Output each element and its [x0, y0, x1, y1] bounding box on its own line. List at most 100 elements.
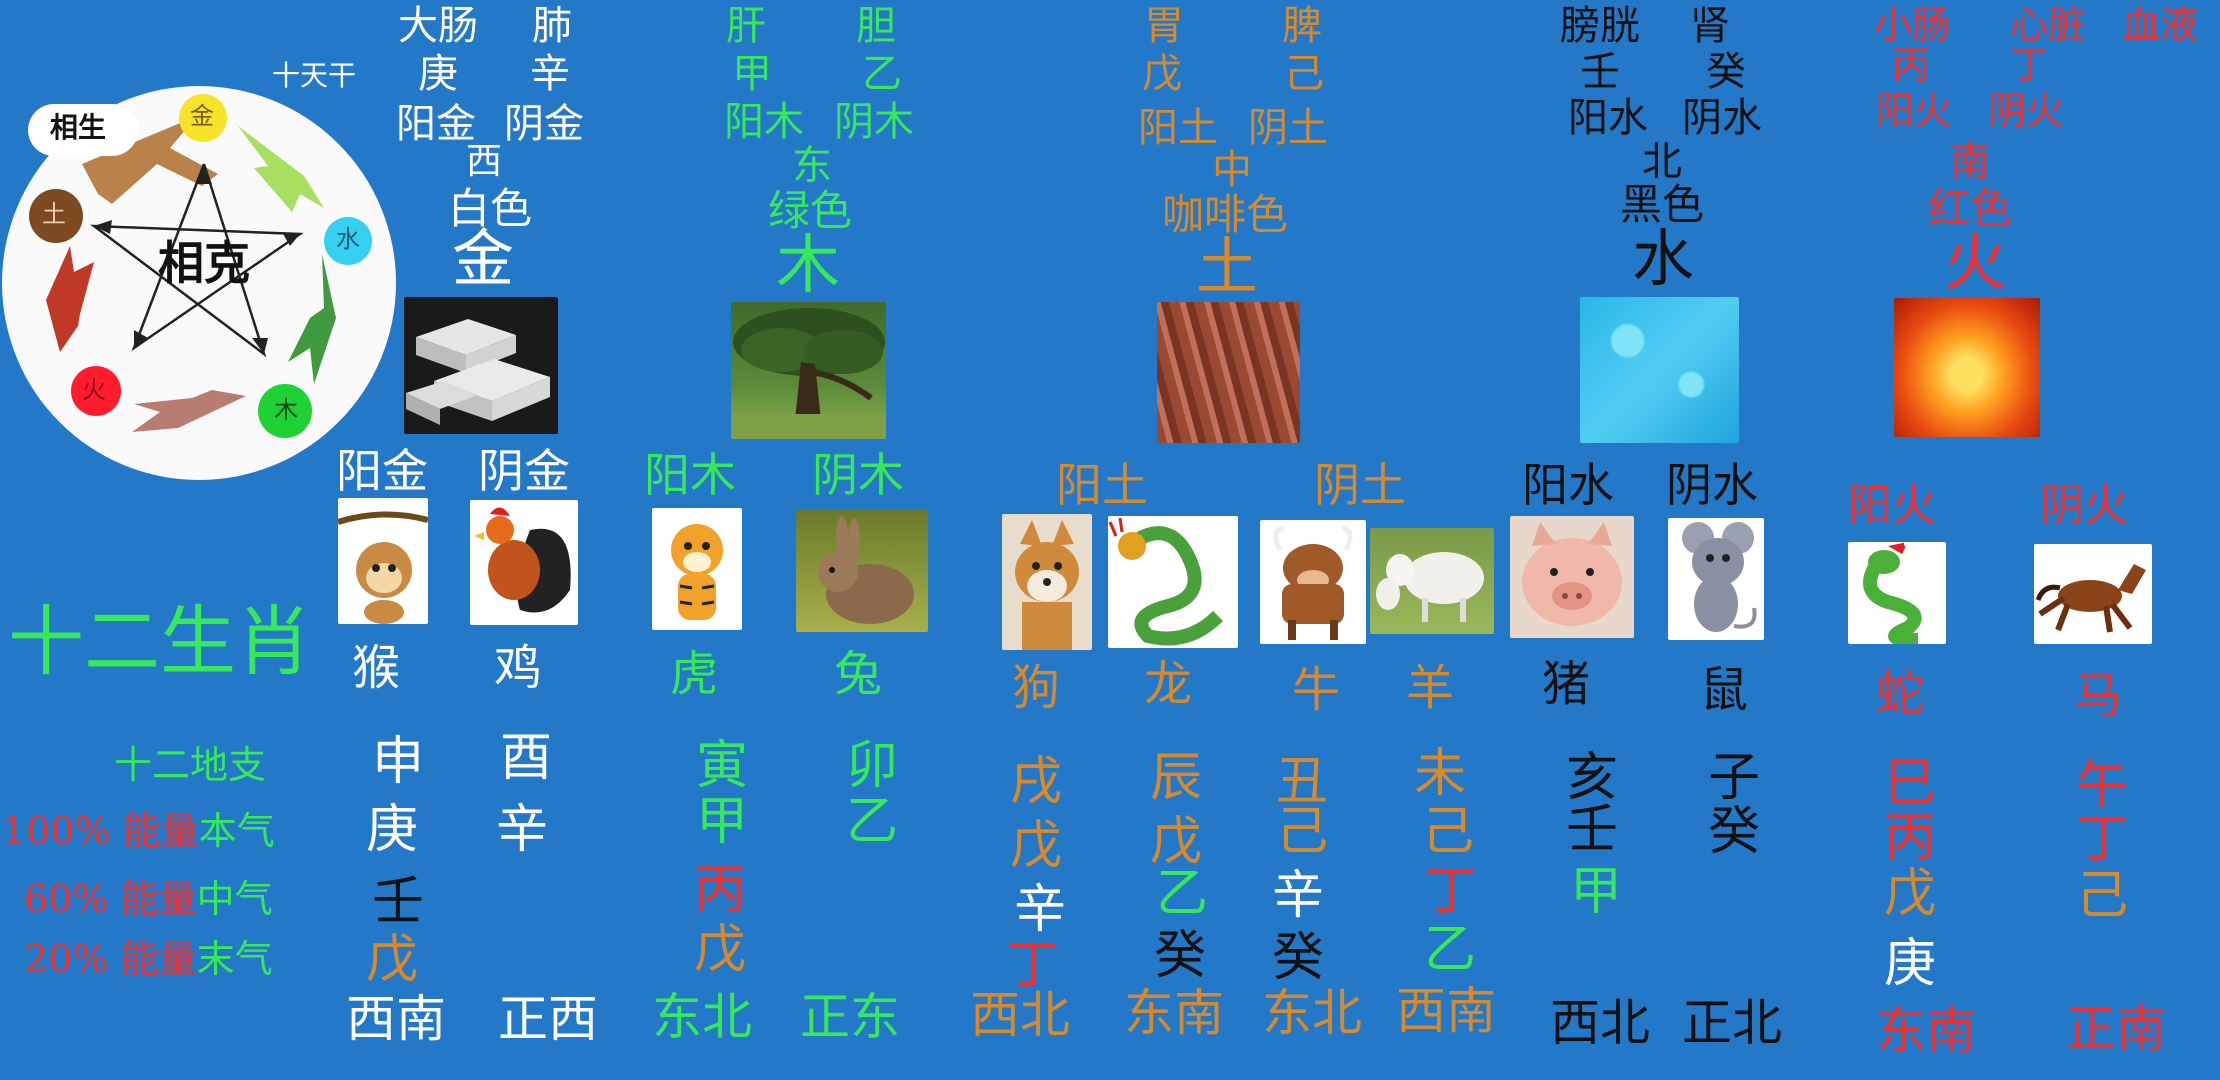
- water-direction: 北: [1642, 139, 1682, 185]
- direction-rabbit: 正东: [800, 988, 900, 1046]
- main-qi-ox: 己: [1276, 802, 1329, 862]
- wood-image: [731, 302, 886, 439]
- metal-element: 金: [452, 222, 515, 295]
- water-stem-2: 癸: [1706, 49, 1746, 95]
- star-arrowhead-5: [94, 220, 112, 234]
- earth-organ-2: 脾: [1282, 3, 1322, 49]
- main-qi-tiger: 甲: [696, 792, 749, 852]
- rat-icon: [1682, 522, 1757, 632]
- direction-dragon: 东南: [1124, 984, 1224, 1042]
- header-yin-wood: 阴木: [812, 448, 904, 502]
- horse-image: [2034, 544, 2152, 644]
- main-qi-rat: 癸: [1708, 802, 1761, 862]
- node-huo-label: 火: [82, 376, 106, 404]
- node-jin: [179, 94, 227, 142]
- dog-image: [1002, 514, 1092, 650]
- branch-sheep: 未: [1414, 744, 1467, 804]
- sheep-icon: [1376, 552, 1484, 622]
- water-stem-1: 壬: [1580, 49, 1620, 95]
- middle-qi-tiger: 丙: [694, 860, 747, 920]
- middle-qi-ox: 辛: [1272, 866, 1325, 926]
- water-yin: 阴水: [1682, 95, 1762, 141]
- fire-stem-2: 丁: [2010, 43, 2049, 87]
- wood-yang: 阳木: [724, 99, 804, 145]
- water-yang: 阳水: [1568, 95, 1648, 141]
- middle-qi-dragon: 乙: [1156, 864, 1209, 924]
- silver-bars-icon: [406, 319, 550, 425]
- middle-qi-monkey: 壬: [372, 872, 425, 932]
- ke-label: 相克: [158, 236, 250, 290]
- label-middle-energy: 能量: [120, 877, 197, 921]
- residual-qi-sheep: 乙: [1424, 920, 1477, 980]
- direction-rat: 正北: [1682, 994, 1782, 1052]
- direction-pig: 西北: [1550, 994, 1650, 1052]
- wheel-diagram: [29, 94, 372, 438]
- main-qi-monkey: 庚: [366, 800, 419, 860]
- branch-dragon: 辰: [1150, 748, 1203, 808]
- tiger-icon: [671, 524, 723, 620]
- water-image: [1580, 297, 1739, 443]
- earth-yin: 阴土: [1248, 105, 1328, 151]
- metal-color: 白色: [448, 184, 533, 233]
- middle-qi-snake: 戊: [1884, 864, 1937, 924]
- label-main-pct: 100%: [2, 809, 111, 853]
- animal-name-sheep: 羊: [1406, 660, 1455, 716]
- header-yin-water: 阴水: [1666, 458, 1758, 512]
- animal-name-monkey: 猴: [352, 640, 401, 696]
- node-huo: [71, 366, 121, 416]
- earth-stem-2: 己: [1284, 51, 1324, 97]
- animal-name-horse: 马: [2074, 668, 2123, 724]
- fire-yang: 阳火: [1876, 89, 1953, 133]
- label-middle-qi: 60% 能量中气: [24, 880, 273, 918]
- node-mu: [258, 384, 312, 438]
- rooster-icon: [474, 507, 571, 613]
- fire-color: 红色: [1928, 184, 2013, 233]
- middle-qi-sheep: 丁: [1424, 862, 1477, 922]
- main-qi-rabbit: 乙: [846, 792, 899, 852]
- animal-name-snake: 蛇: [1876, 666, 1925, 722]
- main-qi-dog: 戊: [1010, 816, 1063, 876]
- branch-ox: 丑: [1276, 752, 1329, 812]
- wood-stem-1: 甲: [732, 51, 772, 97]
- star-arrowhead-2: [282, 232, 300, 246]
- snake-image: [1848, 542, 1946, 644]
- metal-direction: 西: [466, 141, 503, 182]
- arrow-huo-tu: [46, 246, 94, 352]
- fire-organ-3: 血液: [2122, 3, 2199, 47]
- arrow-mu-huo: [132, 390, 246, 432]
- branch-rabbit: 卯: [846, 736, 899, 796]
- branch-snake: 巳: [1884, 754, 1937, 814]
- main-qi-rooster: 辛: [496, 800, 549, 860]
- node-tu: [29, 189, 83, 243]
- main-qi-pig: 壬: [1566, 800, 1619, 860]
- branch-horse: 午: [2076, 756, 2129, 816]
- main-qi-horse: 丁: [2076, 810, 2129, 870]
- sheng-label-bubble: [28, 104, 138, 156]
- dragon-icon: [1108, 517, 1223, 646]
- ox-icon: [1273, 525, 1353, 640]
- fire-stem-1: 丙: [1892, 43, 1931, 87]
- water-element: 水: [1632, 222, 1695, 295]
- header-yang-earth: 阳土: [1056, 458, 1148, 512]
- node-tu-label: 土: [42, 200, 66, 228]
- zodiac-title: 十二生肖: [8, 597, 312, 686]
- residual-qi-dragon: 癸: [1154, 926, 1207, 986]
- star-arrowhead-1: [195, 164, 212, 184]
- dog-icon: [1015, 520, 1079, 650]
- label-branches: 十二地支: [114, 743, 267, 787]
- direction-dog: 西北: [970, 986, 1070, 1044]
- header-yang-wood: 阳木: [644, 448, 736, 502]
- label-residual-qi: 20% 能量末气: [24, 940, 273, 978]
- header-yang-water: 阳水: [1522, 458, 1614, 512]
- branch-rooster: 酉: [500, 728, 553, 788]
- direction-tiger: 东北: [652, 988, 752, 1046]
- earth-element: 土: [1196, 230, 1259, 303]
- direction-sheep: 西南: [1396, 982, 1496, 1040]
- metal-stem-2: 辛: [530, 51, 570, 97]
- wood-direction: 东: [792, 143, 832, 189]
- label-middle-pct: 60%: [24, 877, 109, 921]
- snake-icon: [1863, 542, 1922, 644]
- pig-image: [1510, 516, 1634, 638]
- earth-yang: 阳土: [1138, 105, 1218, 151]
- label-residual-energy: 能量: [120, 937, 197, 981]
